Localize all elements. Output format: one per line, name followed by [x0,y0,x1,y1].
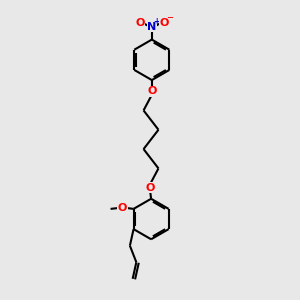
Text: O: O [118,203,127,213]
Text: N: N [147,22,157,32]
Text: −: − [166,14,173,22]
Text: O: O [146,183,155,193]
Text: O: O [135,18,145,28]
Text: O: O [147,86,157,96]
Text: +: + [153,17,159,26]
Text: O: O [159,18,169,28]
